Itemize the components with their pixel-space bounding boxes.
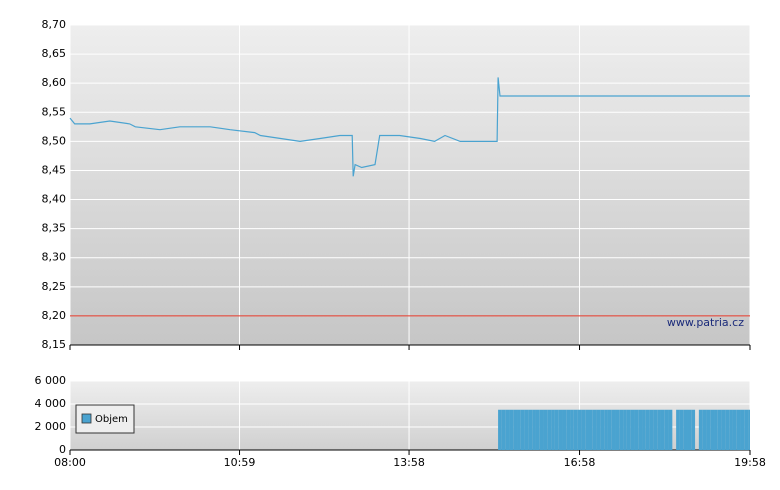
y-tick-label: 8,25 [42,280,67,293]
y-tick-label: 8,20 [42,309,67,322]
volume-bar [524,409,529,450]
y-tick-label: 8,30 [42,251,67,264]
price-line [69,77,750,177]
volume-bar [683,409,688,450]
x-tick-label: 08:00 [54,456,86,469]
volume-bar [520,409,525,450]
x-tick-label: 10:59 [224,456,256,469]
volume-bar [528,409,533,450]
volume-bar [600,409,605,450]
y-tick-label: 0 [59,443,66,456]
volume-bar [581,409,586,450]
y-tick-label: 8,70 [42,18,67,31]
volume-bar [532,409,536,450]
volume-bar [725,409,730,450]
volume-bar [626,409,631,450]
x-tick-label: 16:58 [564,456,596,469]
volume-bar [588,409,593,450]
volume-bar [535,409,540,450]
legend-label: Objem [95,414,128,425]
volume-bar [566,409,571,450]
volume-bar [653,409,658,450]
y-tick-label: 8,40 [42,193,67,206]
volume-bar [676,409,680,450]
y-tick-label: 8,45 [42,163,67,176]
volume-bar [702,409,707,450]
volume-bar [547,409,552,450]
volume-bar [498,409,502,450]
volume-bar [714,409,718,450]
volume-bar [554,409,559,450]
volume-bar [679,409,684,450]
y-tick-label: 8,35 [42,222,67,235]
volume-bar [634,409,639,450]
volume-bar [577,409,582,450]
volume-bar [623,409,627,450]
volume-bar [604,409,608,450]
volume-bar [573,409,578,450]
volume-bar [732,409,737,450]
volume-bar [501,409,506,450]
volume-bar [607,409,612,450]
volume-bar [668,409,673,450]
x-tick-label: 19:58 [734,456,766,469]
y-tick-label: 8,60 [42,76,67,89]
volume-bar [505,409,510,450]
volume-bar [729,409,733,450]
volume-bar [517,409,521,450]
x-tick-label: 13:58 [393,456,425,469]
volume-bar [645,409,650,450]
volume-bar [611,409,616,450]
watermark: www.patria.cz [667,316,744,329]
volume-bar [660,409,665,450]
volume-bar [748,409,750,450]
volume-bar [710,409,715,450]
volume-bar [513,409,518,450]
volume-bar [744,409,749,450]
y-tick-label: 4 000 [35,397,67,410]
volume-bar [657,409,661,450]
volume-bar [509,409,514,450]
volume-bar [596,409,601,450]
volume-bar [642,409,646,450]
volume-bar [706,409,711,450]
volume-bar [740,409,745,450]
volume-bar [592,409,597,450]
legend-swatch [81,413,92,424]
volume-bar [539,409,544,450]
volume-bar [664,409,669,450]
volume-bar [543,409,548,450]
volume-bar [619,409,624,450]
volume-bar [585,409,589,450]
plot-area [70,25,750,345]
y-tick-label: 8,15 [42,338,67,351]
volume-bar [558,409,563,450]
volume-bar [691,409,696,450]
volume-bar [721,409,726,450]
volume-bar [570,409,574,450]
volume-bar [687,409,692,450]
volume-bar [638,409,643,450]
y-tick-label: 6 000 [35,374,67,387]
volume-bar [736,409,741,450]
volume-bar [630,409,635,450]
volume-bar [649,409,654,450]
volume-bar [717,409,722,450]
volume-bar [551,409,555,450]
y-tick-label: 2 000 [35,420,67,433]
volume-bar [698,409,703,450]
y-tick-label: 8,55 [42,105,67,118]
volume-bar [562,409,567,450]
y-tick-label: 8,50 [42,134,67,147]
y-tick-label: 8,65 [42,47,67,60]
volume-bar [615,409,620,450]
